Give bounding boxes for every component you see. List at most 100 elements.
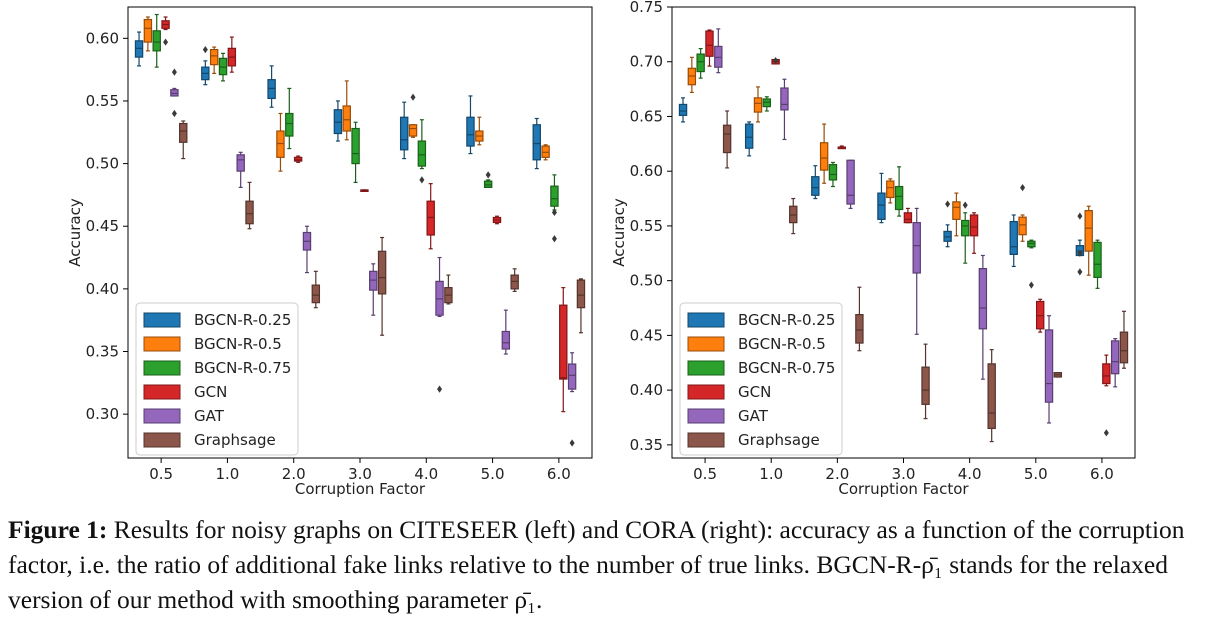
- box-gcn-3.0: [360, 189, 369, 193]
- x-tick-label: 0.5: [149, 465, 173, 483]
- box-bgcn-r-0-75-4.0: [961, 201, 970, 264]
- box-bgcn-r-0-25-2.0: [811, 165, 820, 200]
- box-bgcn-r-0-75-0.5: [696, 47, 705, 79]
- box-graphsage-5.0: [1053, 372, 1063, 378]
- box-body: [705, 30, 714, 57]
- box-body: [678, 103, 688, 116]
- legend-label: Graphsage: [194, 431, 276, 449]
- x-tick-label: 3.0: [892, 465, 916, 483]
- box-bgcn-r-0-25-6.0: [532, 117, 541, 170]
- y-tick-label: 0.40: [630, 381, 663, 399]
- figure-svg: 0.30 0.35 0.40 0.45 0.50 0.55 0.60 0.5 1.0 2.0 3.0…: [66, 0, 1136, 498]
- x-axis-label: Corruption Factor: [838, 480, 969, 498]
- legend-swatch: [143, 312, 181, 328]
- y-tick-label: 0.75: [630, 0, 663, 16]
- box-gat-5.0: [1044, 315, 1054, 424]
- box-gat-4.0: [978, 254, 988, 380]
- box-body: [143, 18, 153, 43]
- box-bgcn-r-0-25-1.0: [744, 121, 754, 157]
- box-body: [903, 212, 913, 224]
- box-body: [466, 116, 475, 147]
- box-body: [501, 330, 511, 350]
- box-bgcn-r-0-25-0.5: [678, 97, 688, 123]
- y-tick-label: 0.65: [630, 107, 663, 125]
- caption-dataset-left: CITESEER: [399, 515, 519, 544]
- box-body: [276, 130, 285, 158]
- box-body: [532, 124, 541, 161]
- legend-label: BGCN-R-0.25: [738, 311, 835, 329]
- box-body: [377, 250, 387, 295]
- box-body: [559, 304, 568, 380]
- outlier-marker: [1028, 281, 1034, 289]
- box-bgcn-r-0-5-6.0: [541, 144, 550, 161]
- x-tick-label: 4.0: [414, 465, 438, 483]
- x-tick-label: 1.0: [215, 465, 239, 483]
- legend-swatch: [687, 408, 725, 424]
- box-body: [567, 363, 577, 390]
- box-bgcn-r-0-75-2.0: [828, 161, 838, 188]
- box-body: [819, 142, 829, 171]
- box-body: [855, 313, 864, 344]
- outlier-marker: [1077, 249, 1083, 257]
- box-gcn-3.0: [903, 207, 913, 224]
- box-bgcn-r-0-5-0.5: [143, 16, 153, 52]
- box-graphsage-3.0: [377, 236, 387, 336]
- outlier-marker: [551, 208, 557, 217]
- box-bgcn-r-0-25-5.0: [466, 95, 475, 155]
- figure-caption: Figure 1: Results for noisy graphs on CI…: [8, 512, 1198, 617]
- outlier-marker: [773, 57, 779, 65]
- y-tick-label: 0.30: [86, 405, 119, 423]
- caption-text-4: stands for the relaxed version of our me…: [8, 550, 1168, 614]
- box-body: [245, 200, 254, 225]
- box-gcn-4.0: [969, 212, 979, 254]
- box-graphsage-6.0: [576, 278, 586, 334]
- box-gat-6.0: [567, 352, 577, 447]
- y-tick-label: 0.35: [630, 436, 663, 454]
- x-tick-label: 5.0: [1024, 465, 1048, 483]
- box-body: [886, 180, 895, 199]
- box-body: [987, 363, 996, 430]
- x-axis-label: Corruption Factor: [295, 480, 426, 498]
- y-tick-label: 0.35: [86, 343, 119, 361]
- legend-swatch: [687, 336, 725, 352]
- box-gat-1.0: [780, 78, 789, 141]
- caption-method-name: BGCN-R-ρ̄₁: [816, 550, 943, 579]
- y-tick-label: 0.60: [630, 162, 663, 180]
- outlier-marker: [163, 38, 169, 46]
- box-bgcn-r-0-75-3.0: [351, 121, 360, 183]
- box-body: [209, 48, 219, 66]
- box-body: [722, 124, 732, 154]
- outlier-marker: [419, 176, 425, 184]
- box-bgcn-r-0-25-4.0: [943, 200, 952, 248]
- outlier-marker: [569, 439, 575, 447]
- box-gcn-6.0: [1102, 354, 1111, 437]
- box-body: [152, 30, 161, 52]
- box-bgcn-r-0-25-5.0: [1009, 214, 1018, 268]
- box-body: [134, 40, 144, 58]
- box-gcn-0.5: [705, 29, 714, 67]
- box-body: [218, 57, 228, 76]
- box-body: [1119, 331, 1129, 364]
- box-body: [417, 140, 427, 167]
- x-tick-label: 0.5: [693, 465, 717, 483]
- box-gat-6.0: [1110, 338, 1120, 388]
- y-tick-label: 0.55: [630, 217, 663, 235]
- box-body: [311, 284, 321, 304]
- outlier-marker: [171, 109, 177, 118]
- caption-text-2: (left) and: [518, 515, 626, 544]
- outlier-marker: [1020, 184, 1026, 192]
- outlier-marker: [551, 235, 557, 243]
- box-gat-1.0: [236, 151, 245, 188]
- box-gat-3.0: [369, 263, 378, 316]
- box-body: [550, 185, 559, 207]
- box-bgcn-r-0-5-1.0: [209, 46, 219, 74]
- box-gcn-6.0: [559, 287, 568, 413]
- box-body: [828, 164, 838, 181]
- box-body: [179, 122, 188, 143]
- caption-text-1: Results for noisy graphs on: [107, 515, 400, 544]
- outlier-marker: [410, 93, 416, 101]
- box-body: [978, 268, 988, 330]
- y-tick-label: 0.70: [630, 53, 663, 71]
- box-body: [912, 222, 921, 274]
- box-bgcn-r-0-25-3.0: [877, 172, 886, 224]
